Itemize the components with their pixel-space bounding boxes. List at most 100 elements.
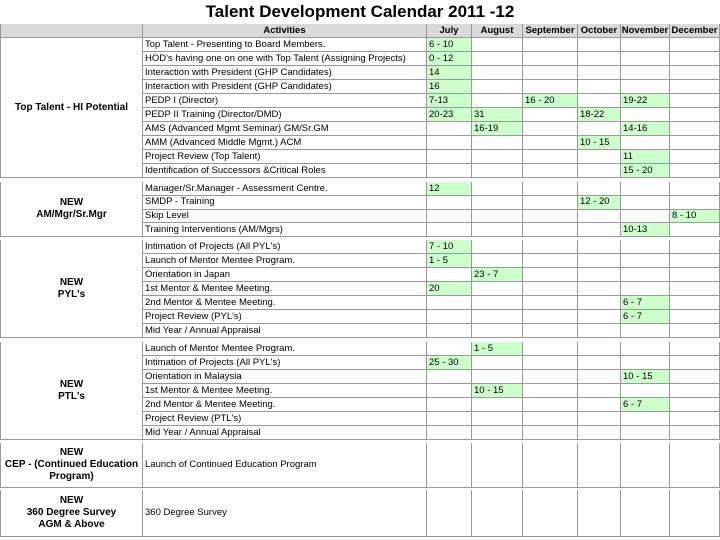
date-cell <box>670 108 720 122</box>
date-cell <box>670 342 720 356</box>
date-cell <box>427 150 472 164</box>
date-cell <box>670 182 720 196</box>
date-cell: 6 - 10 <box>427 38 472 52</box>
date-cell: 18-22 <box>578 108 621 122</box>
activity: PEDP I (Director) <box>143 94 427 108</box>
group-label: NEW 360 Degree Survey AGM & Above <box>0 490 143 537</box>
date-cell <box>427 268 472 282</box>
date-cell <box>523 164 578 178</box>
date-cell <box>621 38 670 52</box>
date-cell <box>523 38 578 52</box>
date-cell <box>523 412 578 426</box>
activity: Interaction with President (GHP Candidat… <box>143 80 427 94</box>
date-cell <box>578 443 621 488</box>
date-cell <box>578 94 621 108</box>
date-cell <box>427 164 472 178</box>
header-blank <box>0 24 143 38</box>
date-cell <box>472 296 523 310</box>
date-cell <box>670 80 720 94</box>
activity: Top Talent - Presenting to Board Members… <box>143 38 427 52</box>
date-cell <box>621 52 670 66</box>
column-header: September <box>523 24 578 38</box>
date-cell: 1 - 5 <box>427 254 472 268</box>
date-cell <box>578 268 621 282</box>
date-cell <box>427 136 472 150</box>
date-cell <box>578 490 621 537</box>
date-cell <box>670 52 720 66</box>
date-cell <box>578 342 621 356</box>
date-cell <box>670 223 720 237</box>
date-cell <box>523 66 578 80</box>
group-label: NEW PTL's <box>0 342 143 440</box>
date-cell: 12 - 20 <box>578 195 621 210</box>
group-label-line: AM/Mgr/Sr.Mgr <box>36 209 107 220</box>
date-cell: 1 - 5 <box>472 342 523 356</box>
activity: 1st Mentor & Mentee Meeting. <box>143 282 427 296</box>
date-cell <box>578 370 621 384</box>
activity: Project Review (PTL's) <box>143 412 427 426</box>
date-cell: 20-23 <box>427 108 472 122</box>
date-cell <box>523 370 578 384</box>
activity: Project Review (PYL's) <box>143 310 427 324</box>
date-cell <box>472 324 523 338</box>
date-cell <box>523 398 578 412</box>
date-cell <box>427 412 472 426</box>
date-cell <box>621 282 670 296</box>
date-cell <box>578 164 621 178</box>
date-cell <box>427 195 472 210</box>
date-cell <box>427 384 472 398</box>
date-cell <box>523 356 578 370</box>
date-cell: 8 - 10 <box>670 209 720 224</box>
date-cell <box>578 296 621 310</box>
date-cell <box>670 94 720 108</box>
activity: Mid Year / Annual Appraisal <box>143 426 427 440</box>
group-label-line: NEW <box>59 378 84 390</box>
date-cell <box>472 443 523 488</box>
date-cell <box>578 398 621 412</box>
date-cell <box>670 296 720 310</box>
date-cell <box>427 490 472 537</box>
date-cell <box>472 412 523 426</box>
activity: 2nd Mentor & Mentee Meeting. <box>143 296 427 310</box>
date-cell <box>670 136 720 150</box>
date-cell <box>670 195 720 210</box>
date-cell <box>427 296 472 310</box>
date-cell <box>621 490 670 537</box>
date-cell <box>523 268 578 282</box>
date-cell <box>621 182 670 196</box>
date-cell <box>670 268 720 282</box>
date-cell <box>427 398 472 412</box>
date-cell <box>523 240 578 254</box>
date-cell: 16 - 20 <box>523 94 578 108</box>
date-cell <box>670 310 720 324</box>
date-cell <box>578 356 621 370</box>
date-cell: 20 <box>427 282 472 296</box>
column-header: November <box>621 24 670 38</box>
date-cell: 16 <box>427 80 472 94</box>
activity: 1st Mentor & Mentee Meeting. <box>143 384 427 398</box>
date-cell <box>670 412 720 426</box>
date-cell <box>670 282 720 296</box>
group-label: Top Talent - HI Potential <box>0 38 143 178</box>
activity: Launch of Mentor Mentee Program. <box>143 254 427 268</box>
group-label: NEW AM/Mgr/Sr.Mgr <box>0 182 143 237</box>
date-cell <box>523 443 578 488</box>
date-cell <box>670 122 720 136</box>
date-cell <box>670 164 720 178</box>
group-label-line: NEW <box>59 197 84 208</box>
activity: Identification of Successors &Critical R… <box>143 164 427 178</box>
group-label-line: PTL's <box>58 390 85 402</box>
activity: Skip Level <box>143 209 427 224</box>
date-cell <box>523 426 578 440</box>
group-label-line: NEW <box>59 495 84 506</box>
date-cell <box>578 254 621 268</box>
date-cell <box>427 310 472 324</box>
date-cell <box>578 240 621 254</box>
date-cell <box>472 254 523 268</box>
date-cell <box>578 182 621 196</box>
date-cell: 6 - 7 <box>621 398 670 412</box>
date-cell <box>621 66 670 80</box>
date-cell <box>621 356 670 370</box>
activity: PEDP II Training (Director/DMD) <box>143 108 427 122</box>
